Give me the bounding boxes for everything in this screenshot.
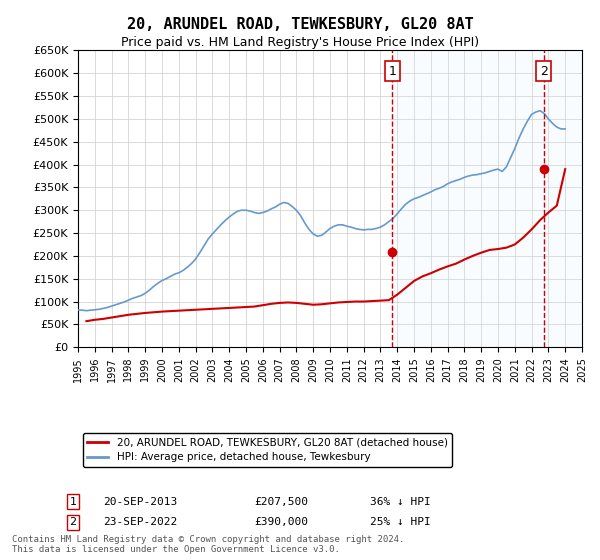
Text: 1: 1: [389, 64, 397, 78]
Text: £207,500: £207,500: [254, 497, 308, 507]
Text: 20, ARUNDEL ROAD, TEWKESBURY, GL20 8AT: 20, ARUNDEL ROAD, TEWKESBURY, GL20 8AT: [127, 17, 473, 32]
Bar: [544, 50, 582, 347]
Text: Price paid vs. HM Land Registry's House Price Index (HPI): Price paid vs. HM Land Registry's House …: [121, 36, 479, 49]
Text: 20-SEP-2013: 20-SEP-2013: [103, 497, 178, 507]
Text: 2: 2: [540, 64, 548, 78]
Text: £390,000: £390,000: [254, 517, 308, 528]
Text: 1: 1: [70, 497, 76, 507]
Bar: [392, 50, 544, 347]
Text: 2: 2: [70, 517, 77, 528]
Text: 23-SEP-2022: 23-SEP-2022: [103, 517, 178, 528]
Text: 36% ↓ HPI: 36% ↓ HPI: [370, 497, 431, 507]
Text: Contains HM Land Registry data © Crown copyright and database right 2024.
This d: Contains HM Land Registry data © Crown c…: [12, 535, 404, 554]
Legend: 20, ARUNDEL ROAD, TEWKESBURY, GL20 8AT (detached house), HPI: Average price, det: 20, ARUNDEL ROAD, TEWKESBURY, GL20 8AT (…: [83, 433, 452, 466]
Text: 25% ↓ HPI: 25% ↓ HPI: [370, 517, 431, 528]
